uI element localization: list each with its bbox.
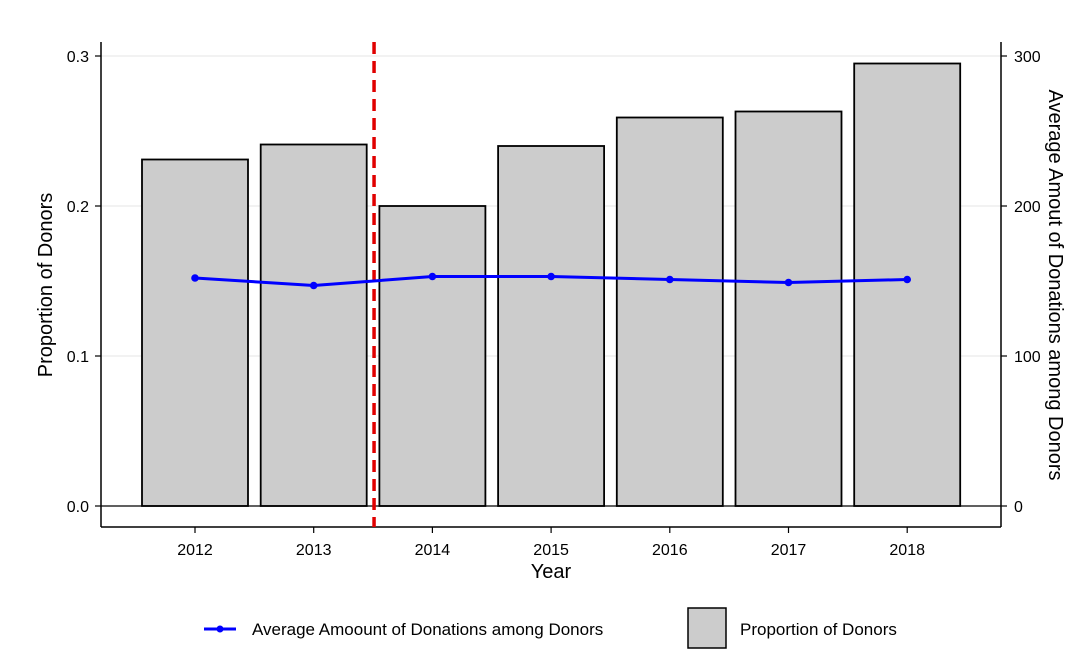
x-tick-label: 2017 xyxy=(771,542,807,559)
line-point-2012 xyxy=(191,274,199,282)
line-point-2016 xyxy=(666,275,674,284)
x-tick-label: 2012 xyxy=(177,542,213,559)
y2-tick-label: 200 xyxy=(1014,199,1041,216)
bar-2014 xyxy=(378,205,487,507)
y-tick-label: 0.1 xyxy=(67,349,89,366)
line-point-2015 xyxy=(547,272,555,281)
legend-bar-swatch xyxy=(687,607,727,649)
y2-tick-label: 300 xyxy=(1014,49,1041,66)
y-axis-title: Proportion of Donors xyxy=(35,193,57,378)
bar-2012 xyxy=(141,158,249,507)
legend: Average Amoount of Donations among Donor… xyxy=(204,607,897,649)
legend-label-line: Average Amoount of Donations among Donor… xyxy=(252,620,603,639)
bar-2016 xyxy=(615,116,724,507)
x-tick-label: 2018 xyxy=(889,542,925,559)
legend-label-bar: Proportion of Donors xyxy=(740,620,897,639)
bar-2015 xyxy=(497,145,606,507)
y2-tick-label: 100 xyxy=(1014,349,1041,366)
line-point-2013 xyxy=(309,281,318,290)
legend-line-marker xyxy=(216,625,224,633)
x-tick-label: 2014 xyxy=(415,542,451,559)
line-series xyxy=(191,272,911,290)
x-axis-title: Year xyxy=(531,561,572,583)
line-point-2018 xyxy=(903,275,911,284)
x-tick-label: 2013 xyxy=(296,542,332,559)
y2-tick-label: 0 xyxy=(1014,499,1023,516)
y2-axis-title: Average Amout of Donations among Donors xyxy=(1044,90,1066,481)
bar-2017 xyxy=(734,110,843,507)
y-tick-label: 0.3 xyxy=(67,49,89,66)
x-tick-label: 2015 xyxy=(533,542,569,559)
x-tick-label: 2016 xyxy=(652,542,688,559)
bar-2013 xyxy=(259,143,368,507)
line-point-2014 xyxy=(428,272,437,281)
line-point-2017 xyxy=(784,278,793,287)
bar-2018 xyxy=(853,62,962,507)
axes: 0.0 0.1 0.2 0.3 0 100 200 300 2012 2013 2014 2015 20… xyxy=(67,49,1041,559)
y-tick-label: 0.0 xyxy=(67,499,89,516)
y-tick-label: 0.2 xyxy=(67,199,89,216)
bars xyxy=(141,62,962,507)
